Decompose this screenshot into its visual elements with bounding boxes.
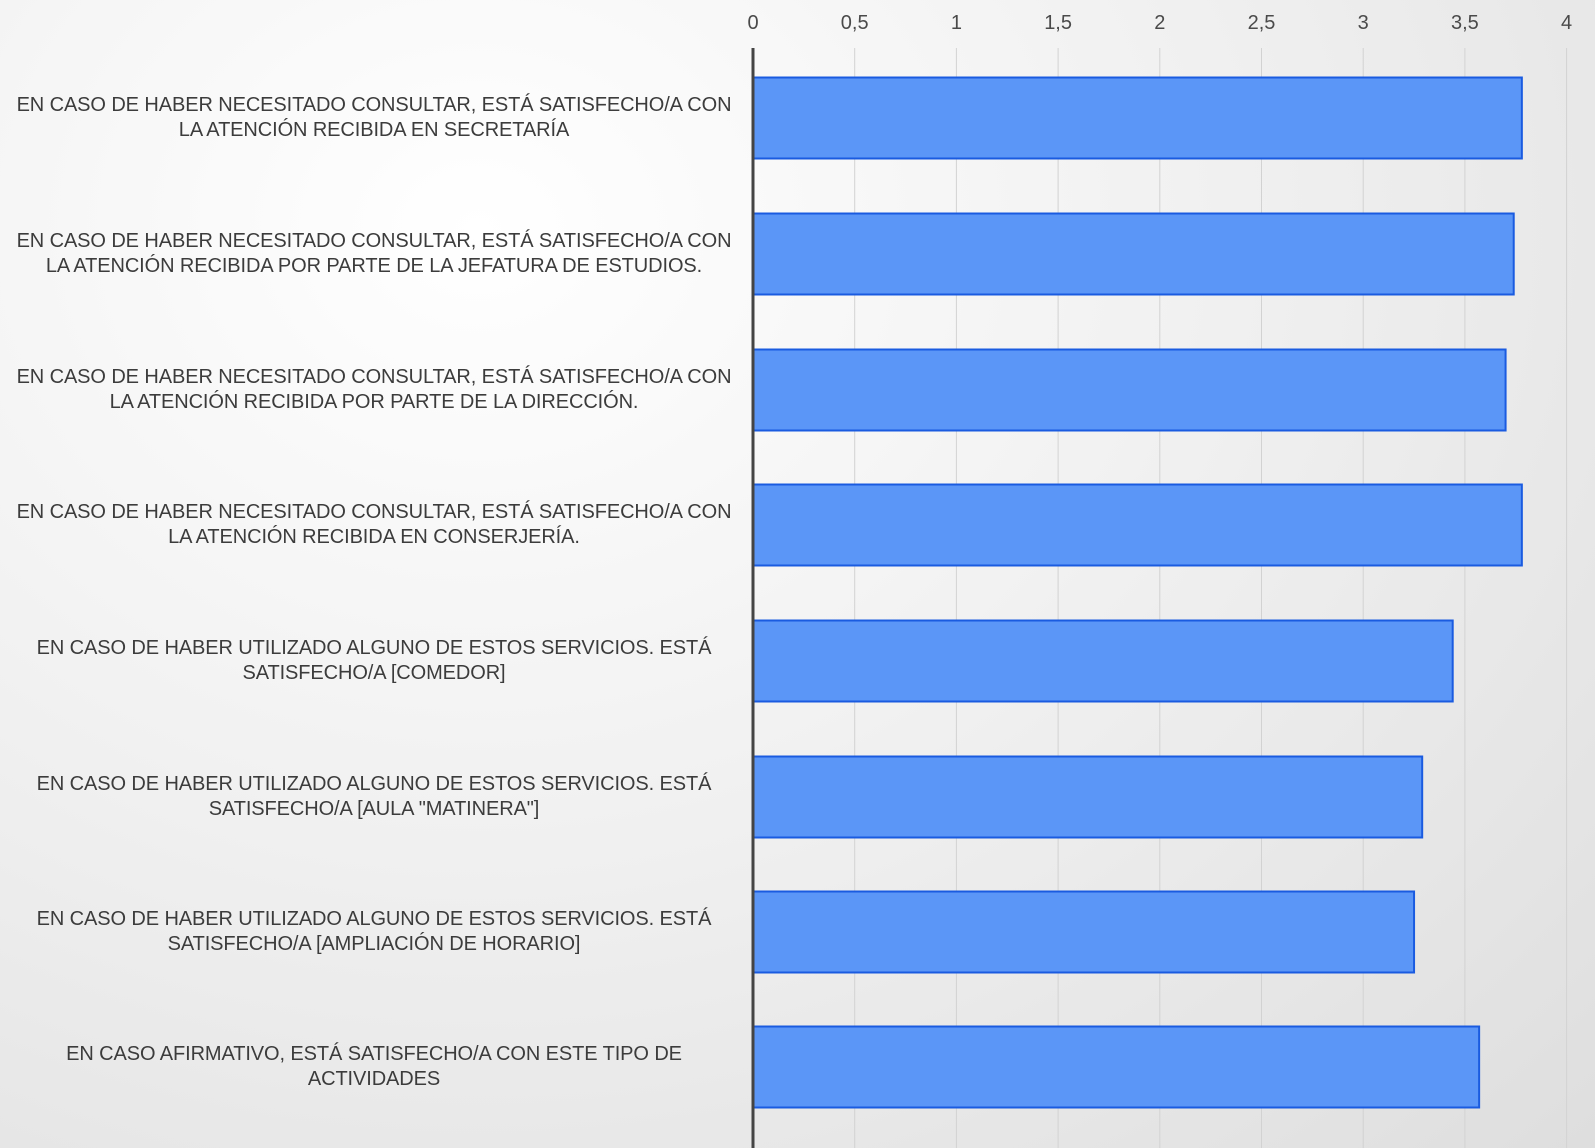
category-label: EN CASO DE HABER UTILIZADO ALGUNO DE EST… [36, 773, 712, 820]
x-tick-label: 1 [951, 12, 962, 34]
category-label: EN CASO AFIRMATIVO, ESTÁ SATISFECHO/A CO… [66, 1043, 682, 1090]
bar [752, 76, 1523, 160]
category-label: EN CASO DE HABER NECESITADO CONSULTAR, E… [16, 366, 732, 413]
bar [752, 348, 1507, 432]
bar [752, 755, 1424, 839]
bar [752, 1025, 1481, 1109]
bar [752, 619, 1454, 703]
x-tick-label: 4 [1561, 12, 1572, 34]
x-tick-label: 1,5 [1044, 12, 1072, 34]
x-tick-label: 0 [747, 12, 758, 34]
x-tick-label: 2 [1154, 12, 1165, 34]
bar [752, 212, 1515, 296]
bar [752, 890, 1416, 974]
category-label: EN CASO DE HABER UTILIZADO ALGUNO DE EST… [36, 637, 712, 684]
category-label: EN CASO DE HABER NECESITADO CONSULTAR, E… [16, 230, 732, 277]
category-label: EN CASO DE HABER NECESITADO CONSULTAR, E… [16, 501, 732, 548]
category-label: EN CASO DE HABER UTILIZADO ALGUNO DE EST… [36, 908, 712, 955]
x-tick-label: 3,5 [1451, 12, 1479, 34]
x-tick-label: 3 [1358, 12, 1369, 34]
bar [752, 483, 1523, 567]
category-label: EN CASO DE HABER NECESITADO CONSULTAR, E… [16, 94, 732, 141]
x-tick-label: 2,5 [1248, 12, 1276, 34]
x-tick-label: 0,5 [841, 12, 869, 34]
